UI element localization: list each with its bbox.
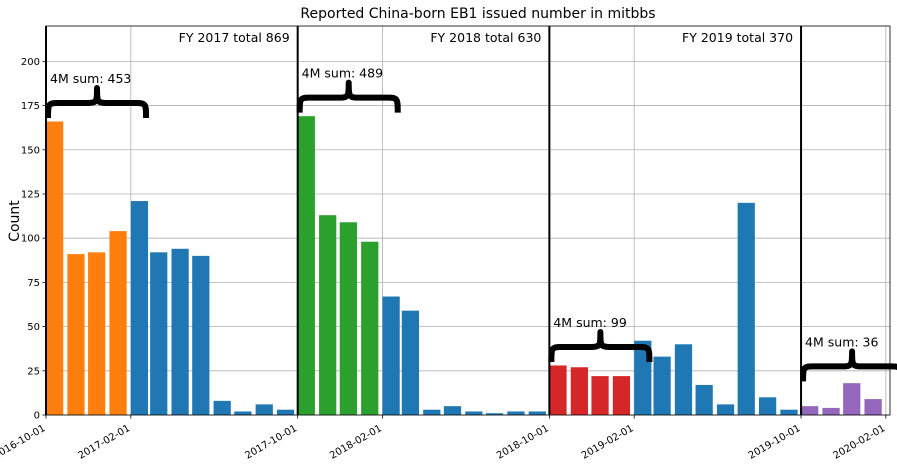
bar [297, 116, 315, 415]
bar [443, 406, 462, 415]
x-axis-ticks: 2016-10-01 2017-02-01 2017-10-01 2018-02-01… [0, 415, 887, 462]
bar [319, 215, 337, 415]
four-month-sum-label: 4M sum: 99 [553, 315, 626, 330]
y-tick-label: 75 [27, 278, 40, 289]
four-month-sum-label: 4M sum: 489 [302, 66, 383, 81]
bar [234, 411, 252, 415]
chart-title: Reported China-born EB1 issued number in… [300, 6, 655, 22]
bar [843, 383, 861, 415]
bar [864, 399, 882, 415]
bar [109, 231, 127, 415]
x-tick-label: 2017-02-01 [76, 423, 132, 462]
y-tick-label: 0 [34, 411, 40, 422]
bar [780, 409, 798, 415]
y-tick-label: 50 [27, 322, 40, 333]
y-tick-label: 150 [21, 145, 40, 156]
plot-frame [45, 25, 891, 416]
bar [339, 222, 357, 415]
bar [758, 397, 777, 415]
x-tick-label: 2018-10-01 [495, 423, 551, 462]
bar [737, 202, 755, 415]
bar [213, 400, 231, 415]
bar [570, 367, 588, 415]
bar [88, 252, 106, 415]
y-tick-label: 125 [21, 189, 40, 200]
fiscal-year-total-label: FY 2017 total 869 [179, 30, 290, 45]
fiscal-year-total-label: FY 2019 total 370 [682, 30, 793, 45]
curly-brace [45, 84, 150, 118]
bar [528, 411, 546, 415]
bar [653, 356, 671, 415]
x-tick-label: 2019-10-01 [747, 423, 803, 462]
bar [150, 252, 168, 415]
x-tick-label: 2017-10-01 [243, 423, 299, 462]
bars [46, 116, 882, 416]
bar [130, 201, 149, 415]
fiscal-year-total-label: FY 2018 total 630 [430, 30, 541, 45]
bar [171, 248, 189, 415]
bar [674, 344, 693, 415]
four-month-sum-label: 4M sum: 36 [805, 334, 878, 349]
bar [423, 409, 441, 415]
x-tick-label: 2019-02-01 [580, 423, 636, 462]
bar [695, 384, 713, 415]
y-tick-label: 25 [27, 366, 40, 377]
bar [465, 411, 483, 415]
bar [401, 310, 420, 415]
bar [46, 121, 64, 416]
bar [361, 241, 379, 415]
x-tick-label: 2016-10-01 [0, 423, 48, 462]
y-tick-label: 100 [21, 234, 40, 245]
bar [485, 413, 504, 415]
bar [549, 365, 567, 415]
four-month-sum-label: 4M sum: 453 [50, 71, 131, 86]
x-tick-label: 2020-02-01 [832, 423, 888, 462]
annotations: 4M sum: 453 4M sum: 489 4M sum: 99 4M sum: … [45, 66, 897, 382]
bar [192, 255, 210, 415]
x-tick-label: 2018-02-01 [328, 423, 384, 462]
y-axis-label: Count [7, 200, 23, 242]
curly-brace [296, 79, 401, 113]
y-tick-label: 200 [21, 57, 40, 68]
curly-brace [800, 348, 897, 382]
bar [612, 376, 631, 415]
bar [67, 254, 85, 415]
bar [801, 406, 819, 415]
bar [822, 407, 840, 415]
curly-brace [548, 328, 653, 362]
bar [255, 404, 273, 415]
bar [591, 376, 609, 415]
bar [276, 409, 295, 415]
bar [507, 411, 525, 415]
y-axis-ticks: 0 25 50 75 100 125 150 175 200 [21, 57, 46, 422]
bar [716, 404, 735, 415]
bar [382, 296, 400, 415]
y-tick-label: 175 [21, 101, 40, 112]
